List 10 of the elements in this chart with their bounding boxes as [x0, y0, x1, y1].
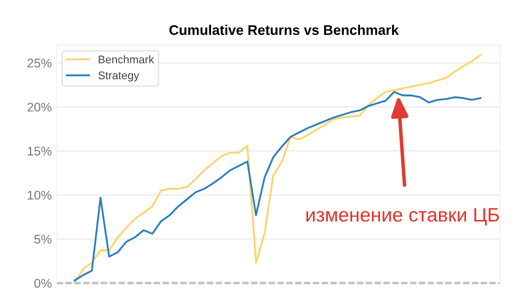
legend-label: Benchmark: [98, 55, 154, 64]
y-tick-label: 10%: [28, 190, 52, 200]
annotation: изменение ставки ЦБ: [306, 208, 499, 226]
y-tick-label: 15%: [28, 146, 52, 156]
y-tick-label: 20%: [28, 102, 52, 112]
y-tick-label: 0%: [34, 278, 52, 288]
y-tick-label: 5%: [34, 234, 52, 244]
chart-title: Cumulative Returns vs Benchmark: [169, 24, 399, 35]
y-tick-label: 25%: [28, 58, 52, 68]
legend-label: Strategy: [98, 71, 140, 82]
